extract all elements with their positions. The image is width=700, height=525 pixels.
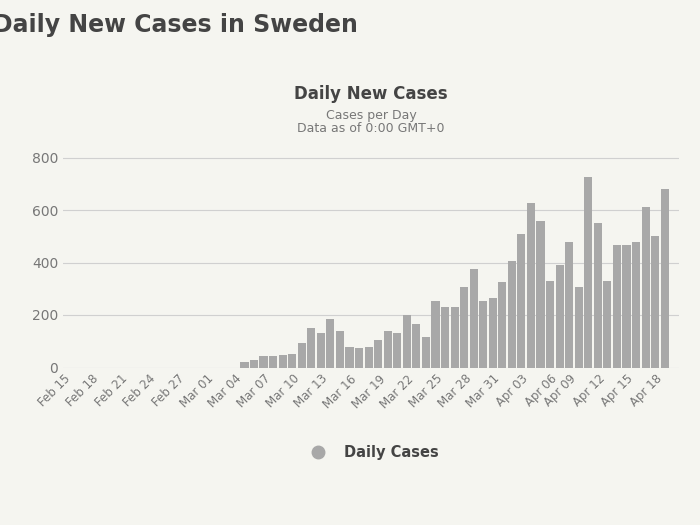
Bar <box>240 362 248 368</box>
Bar <box>384 331 392 368</box>
Bar <box>374 340 382 367</box>
Bar <box>288 354 296 367</box>
Bar <box>661 189 668 368</box>
Bar <box>641 207 650 368</box>
Bar <box>470 269 477 368</box>
Bar <box>451 307 458 368</box>
Bar <box>317 333 325 368</box>
Legend: Daily Cases: Daily Cases <box>298 439 444 466</box>
Bar <box>498 282 506 368</box>
Bar <box>336 331 344 368</box>
Bar <box>527 203 535 368</box>
Bar <box>355 348 363 368</box>
Bar <box>441 307 449 368</box>
Bar <box>365 346 372 367</box>
Bar <box>260 356 267 368</box>
Bar <box>431 300 440 367</box>
Bar <box>480 300 487 367</box>
Bar <box>279 355 287 367</box>
Bar <box>565 242 573 368</box>
Text: Data as of 0:00 GMT+0: Data as of 0:00 GMT+0 <box>298 122 444 135</box>
Bar <box>651 236 659 368</box>
Bar <box>422 338 430 367</box>
Text: Daily New Cases: Daily New Cases <box>294 85 448 103</box>
Bar <box>393 333 401 368</box>
Bar <box>536 220 545 368</box>
Bar <box>556 265 564 368</box>
Bar <box>269 356 277 368</box>
Bar <box>307 328 316 368</box>
Bar <box>603 281 611 367</box>
Bar <box>517 234 526 368</box>
Bar <box>460 288 468 368</box>
Bar <box>489 298 497 368</box>
Bar <box>250 360 258 367</box>
Text: Daily New Cases in Sweden: Daily New Cases in Sweden <box>0 13 358 37</box>
Bar <box>402 315 411 368</box>
Bar <box>594 223 602 368</box>
Bar <box>346 346 354 367</box>
Bar <box>575 288 583 368</box>
Bar <box>584 177 592 368</box>
Bar <box>508 261 516 368</box>
Bar <box>632 242 640 368</box>
Bar <box>622 246 631 368</box>
Text: Cases per Day: Cases per Day <box>326 109 416 122</box>
Bar <box>412 324 421 368</box>
Bar <box>326 319 335 368</box>
Bar <box>546 281 554 367</box>
Bar <box>298 343 306 367</box>
Bar <box>613 246 621 368</box>
